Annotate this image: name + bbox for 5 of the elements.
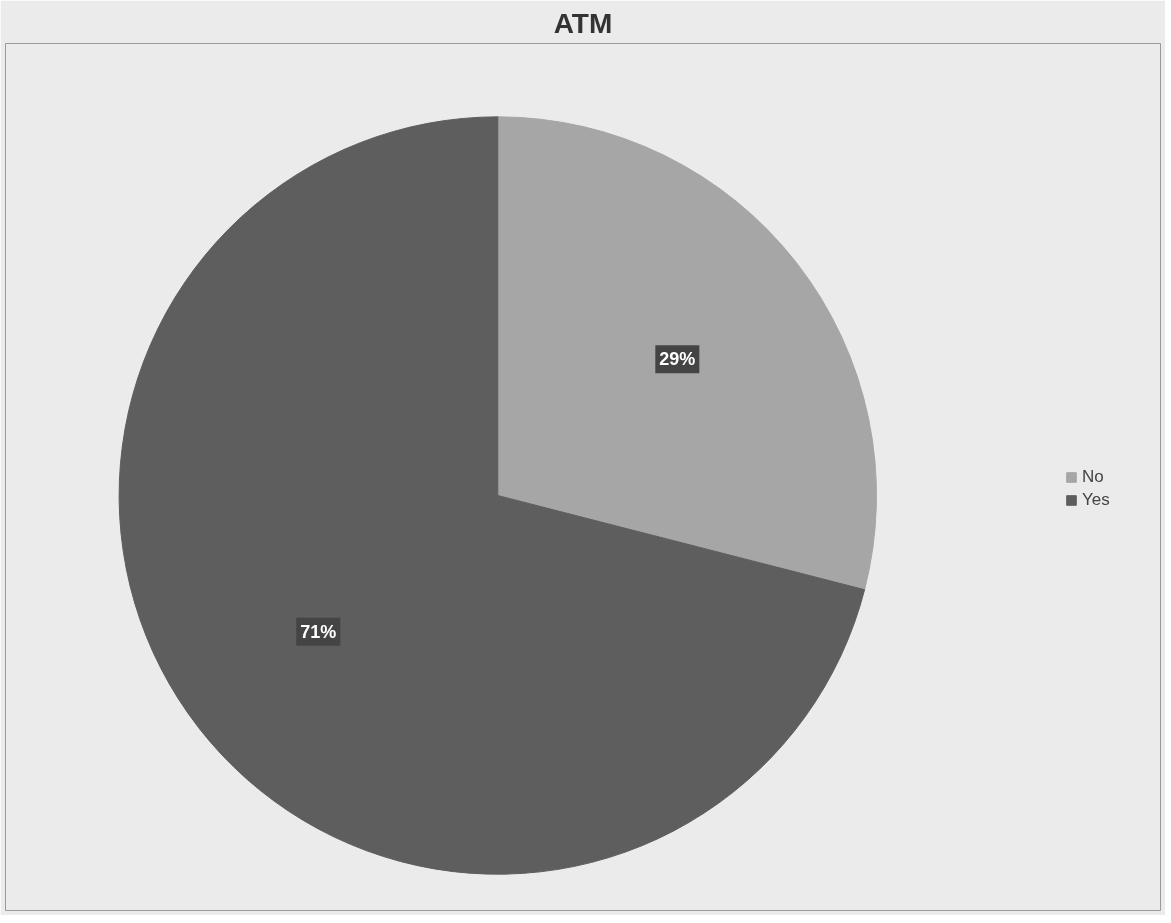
- legend-label: Yes: [1082, 490, 1110, 510]
- chart-title: ATM: [553, 7, 613, 39]
- legend-label: No: [1082, 467, 1104, 487]
- data-label: 29%: [659, 349, 696, 370]
- data-label: 71%: [300, 621, 337, 642]
